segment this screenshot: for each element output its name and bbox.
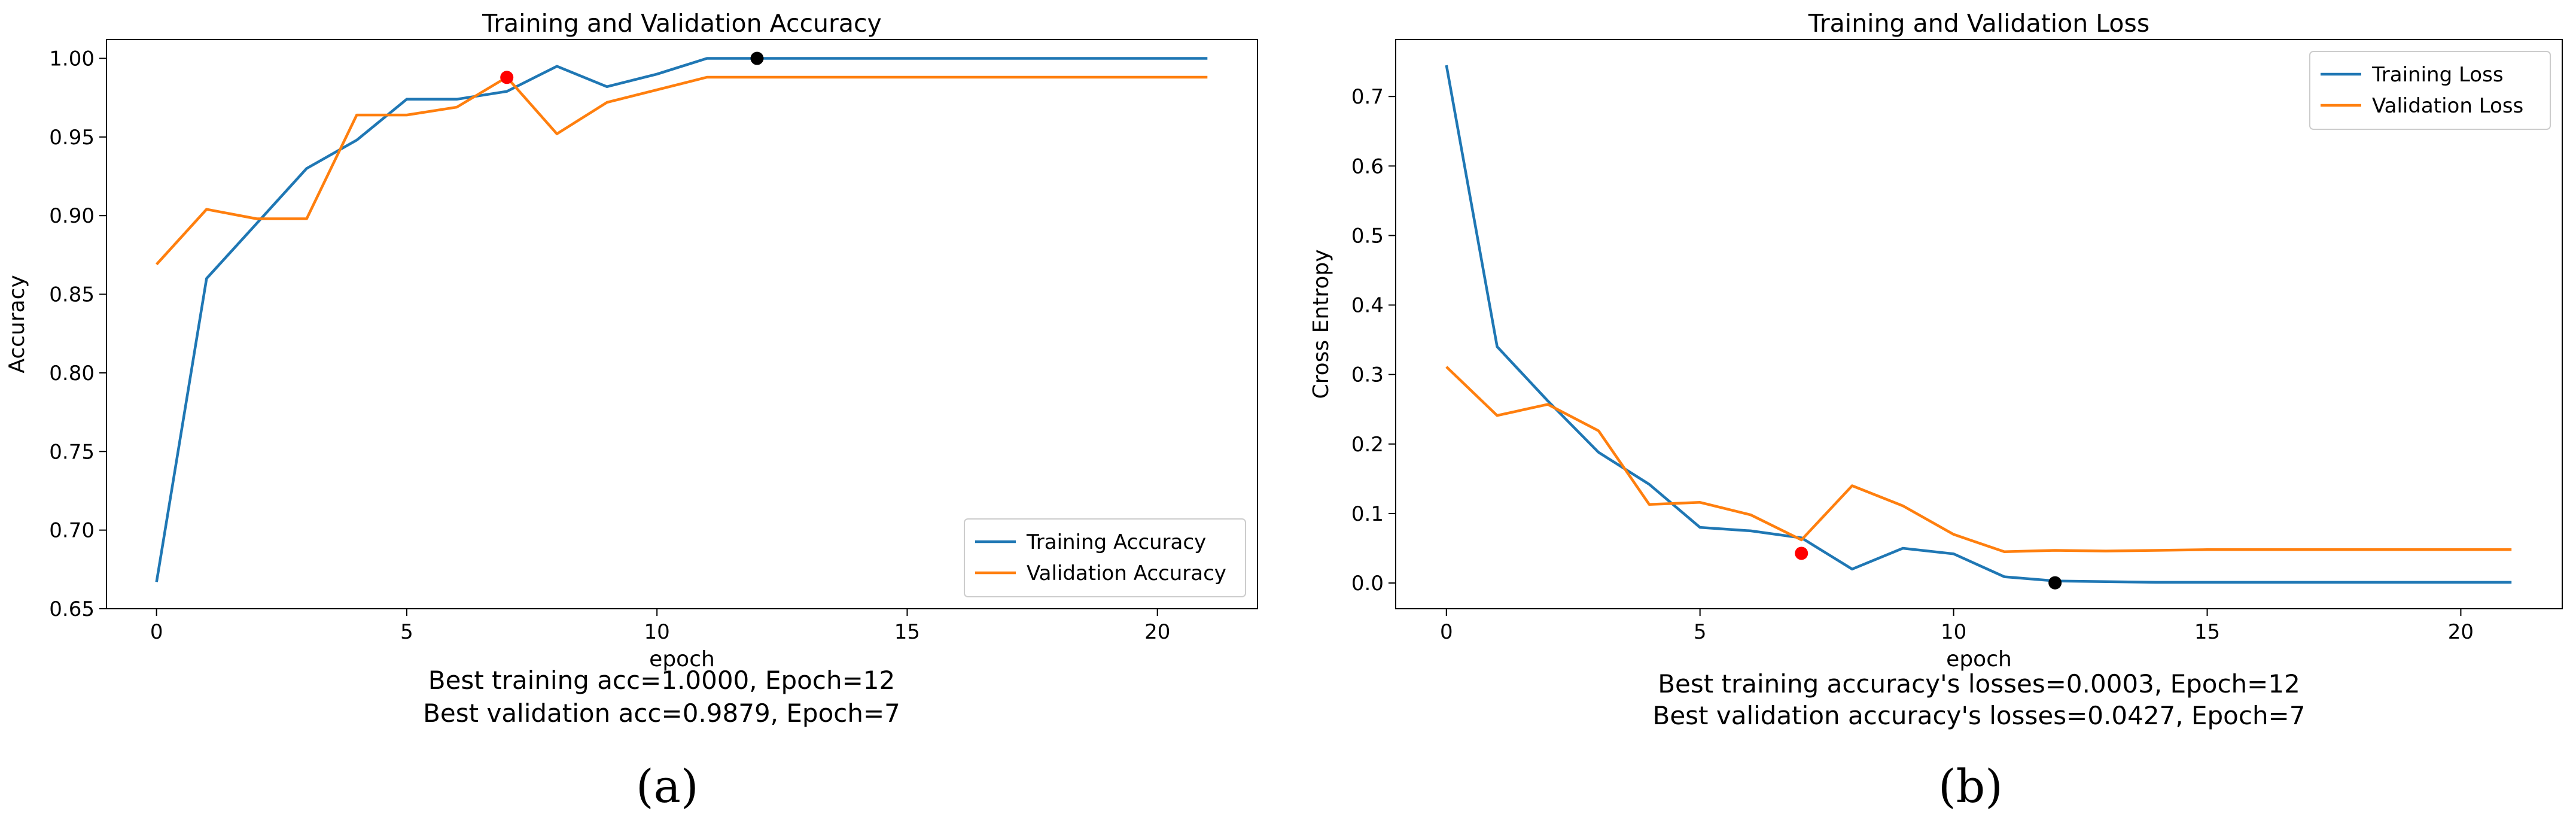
legend-label: Training Accuracy — [1026, 530, 1206, 554]
plot-frame — [1395, 39, 2563, 609]
best-validation-marker — [1795, 546, 1808, 560]
x-tick-label: 20 — [1144, 620, 1170, 644]
x-tick-label: 10 — [1941, 620, 1966, 644]
best-validation-annotation: Best validation acc=0.9879, Epoch=7 — [423, 699, 900, 728]
best-training-marker — [750, 51, 764, 65]
y-tick-label: 1.00 — [49, 47, 95, 71]
y-tick-label: 0.0 — [1351, 572, 1384, 596]
legend: Training Loss Validation Loss — [2309, 51, 2551, 130]
x-tick-label: 20 — [2448, 620, 2474, 644]
x-axis-label: epoch — [1946, 647, 2012, 672]
y-tick-label: 0.95 — [49, 126, 95, 150]
y-tick-label: 0.7 — [1351, 85, 1384, 109]
chart-panel-b: Training and Validation Loss 0 5 10 15 20 0.0 0… — [1309, 9, 2563, 813]
chart-panel-a: Training and Validation Accuracy 0 5 10 15 20… — [5, 9, 1258, 813]
y-tick-label: 0.6 — [1351, 154, 1384, 178]
x-tick-label: 0 — [150, 620, 163, 644]
y-tick-label: 0.2 — [1351, 433, 1384, 457]
y-tick-label: 0.90 — [49, 204, 95, 228]
legend-label: Validation Loss — [2372, 94, 2523, 118]
legend: Training Accuracy Validation Accuracy — [964, 518, 1246, 597]
x-tick-label: 15 — [894, 620, 920, 644]
best-training-marker — [2048, 576, 2062, 590]
x-tick-label: 15 — [2194, 620, 2220, 644]
plot-frame — [106, 39, 1258, 609]
x-tick-label: 5 — [1694, 620, 1707, 644]
best-validation-marker — [500, 71, 514, 84]
x-tick-label: 10 — [644, 620, 670, 644]
best-training-annotation: Best training acc=1.0000, Epoch=12 — [428, 666, 895, 695]
y-tick-label: 0.85 — [49, 283, 95, 307]
y-tick-label: 0.4 — [1351, 294, 1384, 318]
chart-title: Training and Validation Accuracy — [482, 9, 882, 38]
x-axis-label: epoch — [649, 647, 715, 672]
y-tick-label: 0.3 — [1351, 363, 1384, 387]
legend-box — [964, 518, 1246, 597]
best-validation-annotation: Best validation accuracy's losses=0.0427… — [1653, 701, 2306, 730]
y-tick-label: 0.75 — [49, 440, 95, 464]
panel-label: (a) — [636, 760, 699, 813]
y-tick-label: 0.80 — [49, 362, 95, 385]
panel-label: (b) — [1938, 760, 2003, 813]
legend-box — [2309, 51, 2551, 130]
chart-title: Training and Validation Loss — [1808, 9, 2149, 38]
series-line-training-loss — [1445, 65, 2512, 584]
y-tick-label: 0.5 — [1351, 224, 1384, 248]
legend-label: Validation Accuracy — [1027, 561, 1226, 585]
y-tick-label: 0.65 — [49, 597, 95, 621]
y-tick-label: 0.70 — [49, 519, 95, 543]
series-line-validation-loss — [1445, 366, 2512, 554]
x-tick-label: 5 — [400, 620, 413, 644]
series-line-training-accuracy — [155, 57, 1208, 582]
series-line-validation-accuracy — [156, 75, 1208, 266]
legend-label: Training Loss — [2371, 63, 2504, 87]
y-tick-label: 0.1 — [1351, 502, 1384, 526]
y-axis-label: Cross Entropy — [1309, 250, 1333, 399]
x-tick-label: 0 — [1440, 620, 1453, 644]
y-axis-label: Accuracy — [5, 275, 29, 373]
best-training-annotation: Best training accuracy's losses=0.0003, … — [1658, 669, 2300, 699]
